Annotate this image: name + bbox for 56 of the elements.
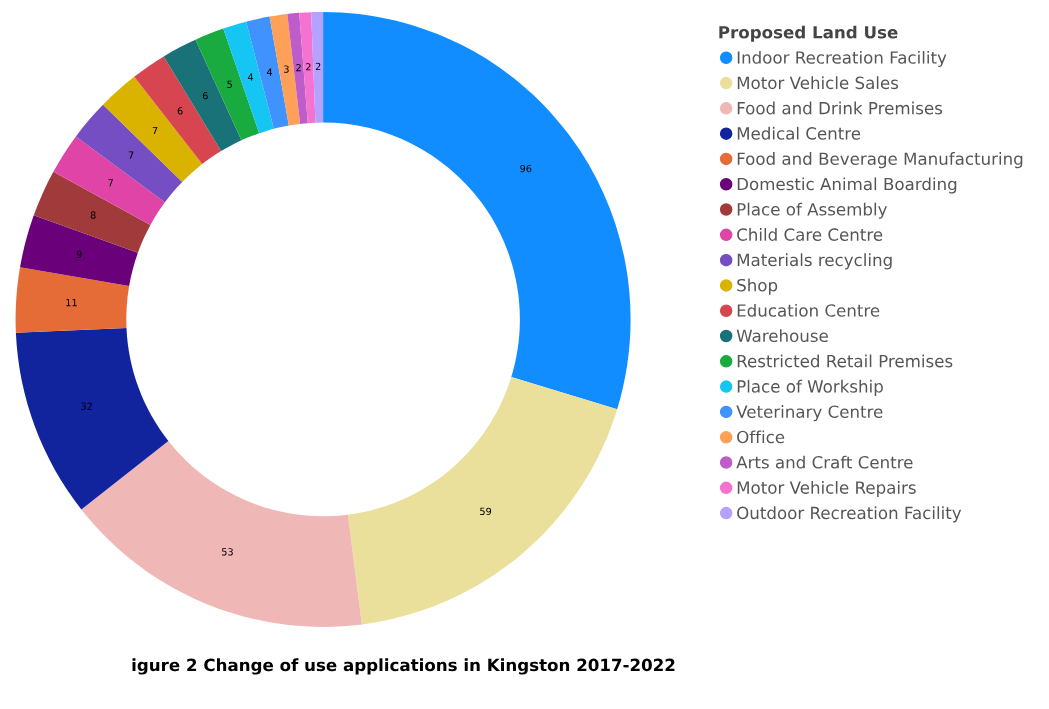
- legend-title: Proposed Land Use: [719, 25, 898, 42]
- data-label: 4: [266, 68, 273, 76]
- donut-slice: [163, 39, 242, 152]
- legend-label: Veterinary Centre: [736, 405, 883, 422]
- legend-label: Office: [737, 430, 785, 444]
- data-label: 5: [227, 80, 232, 88]
- legend-label: Place of Workship: [737, 379, 883, 396]
- legend-label: Warehouse: [736, 329, 828, 343]
- legend-label: Shop: [737, 278, 778, 295]
- legend-label: Education Centre: [737, 303, 880, 317]
- legend-label: Food and Beverage Manufacturing: [737, 152, 1023, 169]
- data-label: 4: [247, 73, 254, 81]
- legend-label: Outdoor Recreation Facility: [737, 506, 962, 523]
- data-label: 9: [76, 250, 82, 258]
- donut-slice: [311, 11, 324, 123]
- legend-label: Arts and Craft Centre: [736, 455, 913, 469]
- donut-slice: [299, 12, 316, 124]
- data-label: 2: [296, 63, 301, 72]
- legend-label: Food and Drink Premises: [737, 101, 943, 115]
- legend-label: Medical Centre: [737, 126, 861, 140]
- data-label: 32: [81, 402, 92, 410]
- data-label: 7: [128, 151, 134, 159]
- data-label: 7: [108, 179, 113, 187]
- legend-label: Motor Vehicle Repairs: [737, 480, 916, 498]
- legend-label: Restricted Retail Premises: [737, 354, 953, 368]
- donut-slice: [81, 441, 362, 627]
- donut-slice: [323, 11, 631, 410]
- data-label: 2: [306, 63, 311, 71]
- data-label: 3: [284, 65, 289, 73]
- legend-label: Indoor Recreation Facility: [737, 50, 947, 68]
- donut-slice: [287, 12, 308, 124]
- legend-label: Place of Assembly: [737, 202, 887, 219]
- legend-label: Motor Vehicle Sales: [737, 76, 899, 90]
- donut-slice: [195, 28, 260, 141]
- data-label: 7: [152, 127, 158, 135]
- data-label: 11: [66, 299, 77, 307]
- data-label: 53: [222, 548, 233, 556]
- donut-slice: [53, 136, 165, 225]
- data-label: 96: [520, 164, 532, 173]
- text: igure 2 Change of use applications in Kingston 2017-2022: [132, 658, 675, 675]
- donut-slice: [75, 104, 183, 203]
- data-label: 2: [315, 62, 321, 70]
- donut-slice: [347, 376, 618, 625]
- data-label: 59: [480, 507, 492, 516]
- donut-slice: [15, 328, 169, 510]
- donut-slice: [15, 267, 130, 333]
- donut-slice: [269, 14, 301, 126]
- donut-slice: [134, 56, 222, 165]
- legend-label: Domestic Animal Boarding: [737, 177, 957, 194]
- data-label: 6: [202, 91, 208, 100]
- data-label: 8: [90, 211, 96, 219]
- data-label: 6: [177, 107, 183, 115]
- donut-slice: [246, 16, 289, 129]
- legend-label: Child Care Centre: [737, 228, 883, 241]
- legend-label: Materials recycling: [737, 253, 892, 270]
- donut-slice: [223, 21, 274, 134]
